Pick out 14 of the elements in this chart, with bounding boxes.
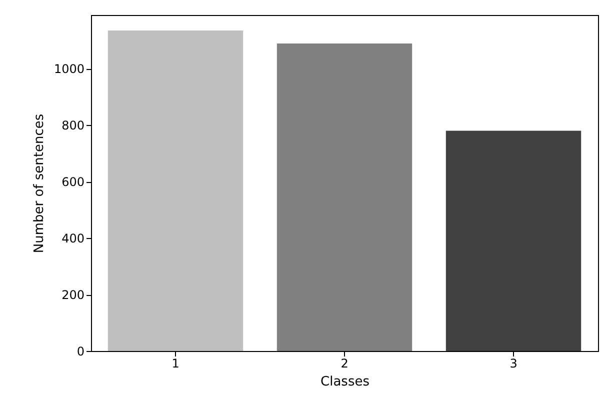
bar xyxy=(276,44,412,351)
x-tick-label: 3 xyxy=(510,356,518,370)
x-tick-label: 1 xyxy=(172,356,180,370)
y-tick-label: 200 xyxy=(62,288,84,302)
bar xyxy=(108,30,244,351)
y-axis-title: Number of sentences xyxy=(32,114,47,254)
y-tick-label: 0 xyxy=(76,344,84,358)
x-axis-title: Classes xyxy=(320,374,370,390)
y-tick-label: 800 xyxy=(62,118,84,133)
y-tick-label: 600 xyxy=(62,175,84,190)
bar xyxy=(446,130,582,351)
y-tick-label: 400 xyxy=(62,232,84,246)
x-tick-label: 2 xyxy=(340,356,348,370)
y-tick-label: 1000 xyxy=(54,62,84,76)
